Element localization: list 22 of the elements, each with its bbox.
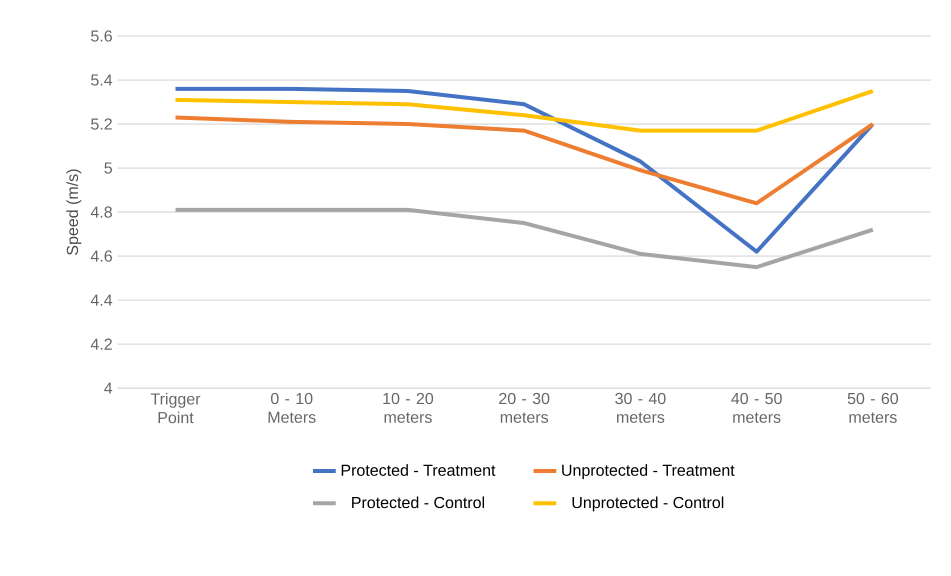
- x-tick-label: 50 - 60 meters: [848, 392, 898, 423]
- y-tick-label: 5.6: [91, 30, 112, 42]
- x-tick-label: 30 - 40 meters: [615, 392, 666, 423]
- legend-label: Unprotected - Control: [572, 496, 724, 512]
- y-tick-label: 4.8: [90, 206, 112, 218]
- y-tick-label: 4.4: [90, 294, 112, 306]
- x-tick-label: 40 - 50 meters: [731, 392, 782, 423]
- y-tick-label: 5.4: [91, 74, 112, 86]
- y-tick-label: 4.2: [90, 338, 112, 350]
- y-tick-label: 4: [104, 382, 112, 394]
- legend-label: Protected - Control: [352, 496, 484, 508]
- y-tick-label: 5: [104, 162, 112, 174]
- y-axis-title: Speed (m/s): [66, 169, 82, 255]
- legend-label: Protected - Treatment: [342, 464, 496, 476]
- y-tick-label: 4.6: [90, 250, 112, 262]
- y-tick-label: 5.2: [91, 118, 112, 130]
- legend-label: Unprotected - Treatment: [562, 464, 735, 479]
- x-tick-label: Trigger Point: [150, 392, 200, 424]
- line-series: [173, 115, 875, 206]
- x-tick-label: 10 - 20 meters: [383, 392, 434, 423]
- x-tick-label: 20 - 30 meters: [499, 392, 550, 423]
- x-tick-label: 0 - 10 Meters: [268, 392, 316, 423]
